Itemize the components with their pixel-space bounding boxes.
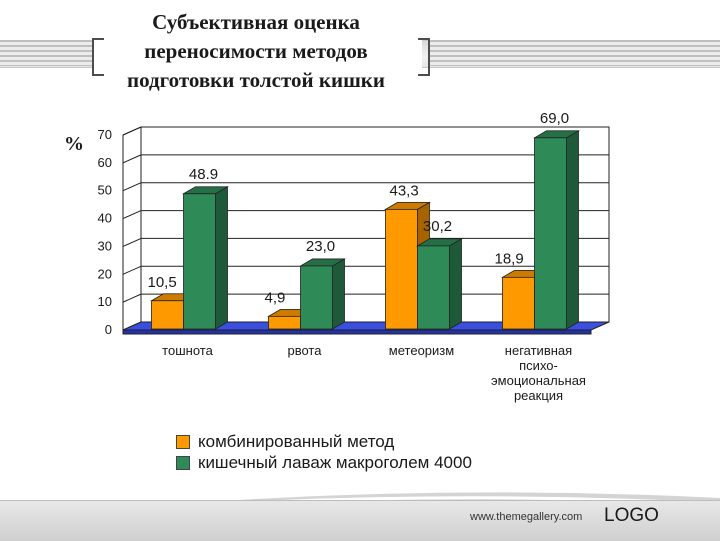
chart-left-wall [122, 126, 142, 331]
data-label: 18,9 [495, 250, 524, 267]
bar-side [449, 238, 462, 330]
x-tick-label: тошнота [162, 343, 213, 358]
x-tick-label: реакция [514, 388, 563, 403]
y-tick-label: 20 [98, 266, 112, 281]
gridline-side [122, 126, 142, 136]
y-tick-label: 10 [98, 294, 112, 309]
data-label: 23,0 [306, 238, 335, 255]
y-tick-label: 0 [105, 322, 112, 337]
title-bracket-left [92, 38, 104, 76]
gridline-side [122, 182, 142, 192]
legend-label: комбинированный метод [198, 431, 395, 451]
header-stripes-left [0, 40, 110, 66]
legend-item-combined: комбинированный метод [176, 431, 472, 452]
legend: комбинированный метод кишечный лаваж мак… [176, 431, 472, 473]
data-label: 10,5 [148, 274, 177, 291]
y-tick-label: 40 [98, 211, 112, 226]
data-label: 43,3 [390, 182, 419, 199]
bar [300, 265, 333, 330]
x-tick-label: негативная [505, 343, 572, 358]
footer-logo: LOGO [604, 505, 659, 526]
bar [417, 245, 450, 330]
x-tick-label: рвота [288, 343, 323, 358]
y-tick-label: 60 [98, 155, 112, 170]
gridline-side [122, 293, 142, 303]
y-tick-label: 50 [98, 183, 112, 198]
gridline-side [122, 210, 142, 220]
title-line: Субъективная оценка [152, 10, 360, 34]
data-label: 69,0 [540, 110, 569, 127]
footer-band [0, 500, 720, 541]
bar-side [215, 186, 228, 330]
x-tick-label: психо- [519, 358, 558, 373]
data-label: 4,9 [265, 289, 286, 306]
bar [151, 300, 184, 330]
bar [534, 137, 567, 330]
title-line: переносимости методов [144, 39, 368, 63]
bar [183, 193, 216, 330]
title-box [92, 4, 422, 100]
page-title: Субъективная оценка переносимости методо… [100, 8, 412, 95]
title-line: подготовки толстой кишки [126, 68, 386, 92]
footer-url: www.themegallery.com [470, 511, 583, 523]
legend-item-lavage: кишечный лаваж макроголем 4000 [176, 452, 472, 473]
bar [385, 208, 418, 330]
data-label: 30,2 [423, 218, 452, 235]
y-tick-label: 30 [98, 238, 112, 253]
legend-swatch-orange [176, 434, 190, 449]
legend-swatch-green [176, 455, 190, 470]
bar-chart: 0 10 20 30 40 50 60 70% 10,5 48.9 тошнота 4,9 23,0 рв… [64, 110, 610, 403]
y-axis-label: % [64, 133, 84, 155]
chart-floor-edge [122, 329, 592, 335]
bar-side [566, 130, 579, 330]
y-tick-label: 70 [98, 127, 112, 142]
title-bracket-right [418, 38, 430, 76]
bar-side [332, 258, 345, 330]
gridline-side [122, 265, 142, 275]
bar [502, 276, 535, 330]
gridline-side [122, 154, 142, 164]
gridline-side [122, 237, 142, 247]
legend-label: кишечный лаваж макроголем 4000 [198, 452, 472, 472]
bar [268, 315, 301, 330]
header-stripes-right [430, 40, 720, 66]
data-label: 48.9 [189, 166, 218, 183]
x-tick-label: метеоризм [389, 343, 454, 358]
x-tick-label: эмоциональная [491, 373, 586, 388]
